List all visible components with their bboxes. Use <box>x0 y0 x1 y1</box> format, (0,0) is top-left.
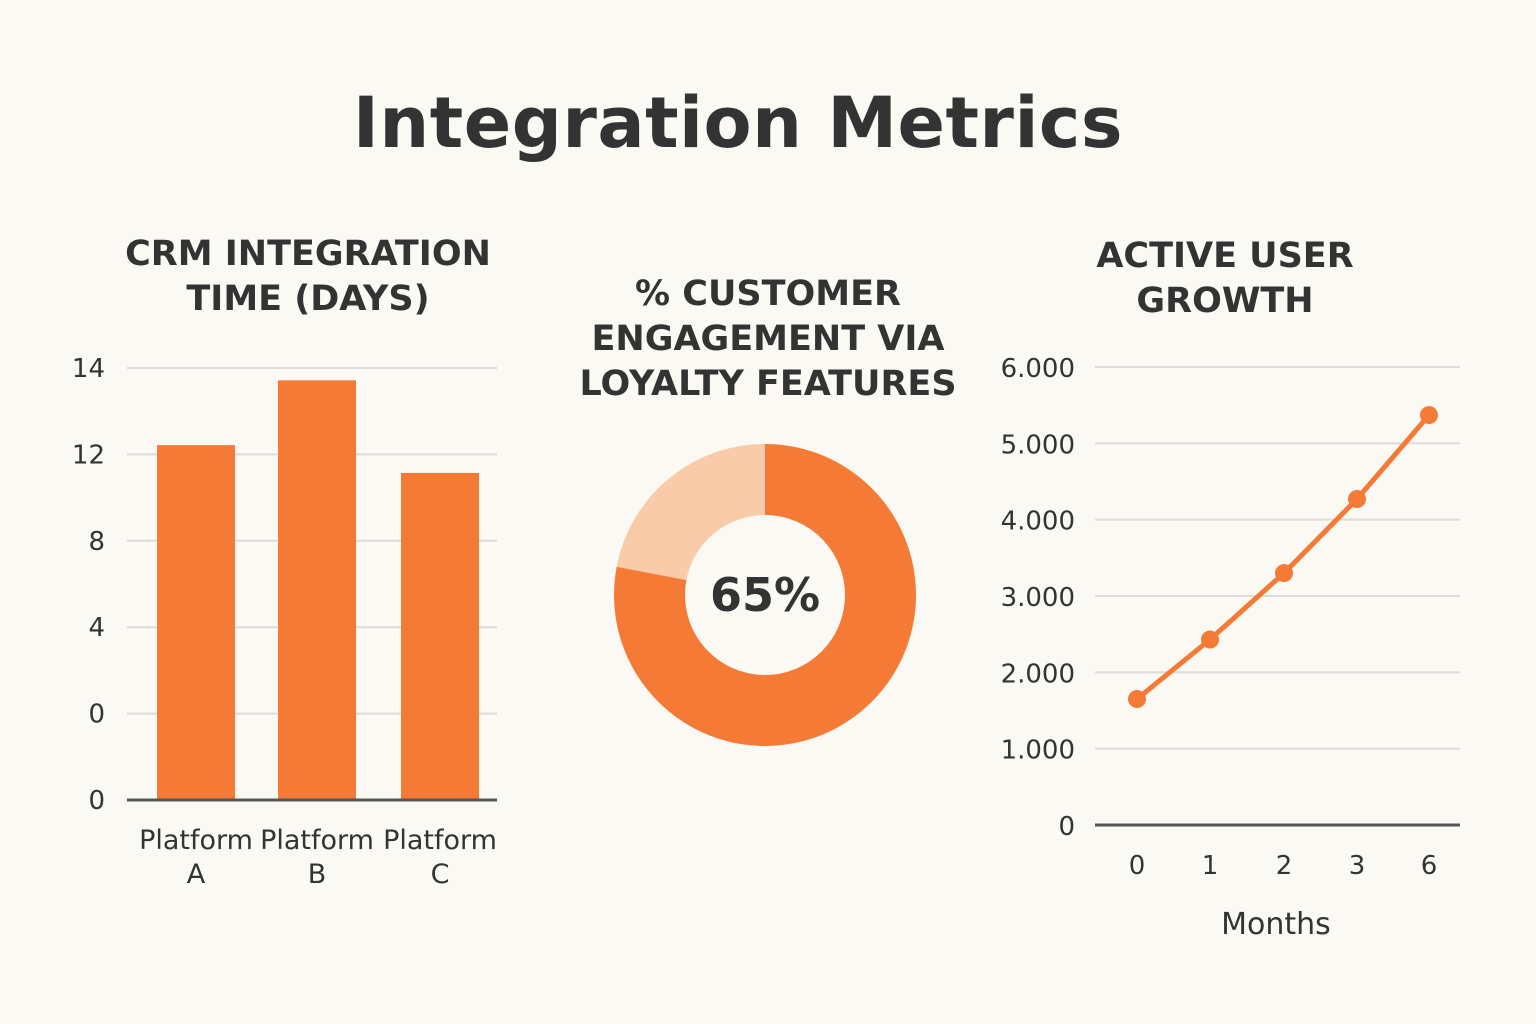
donut-chart-title: % CUSTOMER ENGAGEMENT VIA LOYALTY FEATUR… <box>568 272 968 407</box>
donut-chart-title-line-1: % CUSTOMER <box>635 274 901 314</box>
bar-chart-title: CRM INTEGRATION TIME (DAYS) <box>108 232 508 322</box>
bar-x-tick-label: Platform <box>260 825 374 856</box>
line-y-tick-label: 3.000 <box>1001 583 1075 613</box>
line-series <box>1134 412 1432 702</box>
donut-center-label: 65% <box>710 568 820 622</box>
line-point <box>1420 406 1438 425</box>
bar-y-tick-label: 8 <box>88 527 105 557</box>
line-chart-title: ACTIVE USER GROWTH <box>1040 234 1410 324</box>
line-point <box>1348 490 1366 509</box>
line-x-tick-label: 1 <box>1202 851 1219 881</box>
bar-x-tick-label: Platform <box>139 825 253 856</box>
line-y-tick-label: 5.000 <box>1001 430 1075 460</box>
bar-x-tick-label: Platform <box>383 825 497 856</box>
bar-y-tick-label: 0 <box>88 700 105 730</box>
line-y-tick-label: 4.000 <box>1001 507 1075 537</box>
line-chart: 0 1.000 2.000 3.000 4.000 5.000 6.000 0 1 2 3 6 Mont… <box>1001 354 1460 942</box>
bar-x-tick-label: C <box>431 859 450 890</box>
donut-chart: 65% <box>614 444 916 746</box>
bar-x-tick-label: B <box>308 859 327 890</box>
donut-chart-title-line-2: ENGAGEMENT VIA <box>591 319 945 359</box>
bar-y-tick-label: 0 <box>88 786 105 816</box>
bar <box>157 445 235 800</box>
line-chart-title-line-1: ACTIVE USER <box>1096 236 1354 276</box>
line-y-tick-label: 6.000 <box>1001 354 1075 384</box>
bar-y-tick-label: 12 <box>72 440 105 470</box>
line-point <box>1275 564 1293 583</box>
line-x-tick-label: 6 <box>1421 851 1438 881</box>
bar <box>278 380 356 800</box>
bar-chart-title-line-1: CRM INTEGRATION <box>125 234 491 274</box>
line-y-tick-label: 2.000 <box>1001 659 1075 689</box>
line-point <box>1201 630 1219 649</box>
line-y-tick-label: 1.000 <box>1001 736 1075 766</box>
page-title: Integration Metrics <box>352 82 1124 164</box>
donut-slice <box>616 444 765 581</box>
line-x-axis-title: Months <box>1221 907 1331 942</box>
donut-slice <box>614 444 916 746</box>
bar-y-tick-label: 14 <box>72 354 105 384</box>
line-x-tick-label: 0 <box>1129 851 1146 881</box>
line-chart-title-line-2: GROWTH <box>1136 281 1314 321</box>
donut-chart-title-line-3: LOYALTY FEATURES <box>579 364 957 404</box>
bar-chart-title-line-2: TIME (DAYS) <box>186 279 430 319</box>
bar-x-tick-label: A <box>187 859 206 890</box>
bar-y-tick-label: 4 <box>88 613 105 643</box>
bar <box>401 472 479 800</box>
line-point <box>1128 690 1146 709</box>
line-x-tick-label: 2 <box>1276 851 1293 881</box>
line-x-tick-label: 3 <box>1349 851 1366 881</box>
line-y-tick-label: 0 <box>1058 812 1075 842</box>
